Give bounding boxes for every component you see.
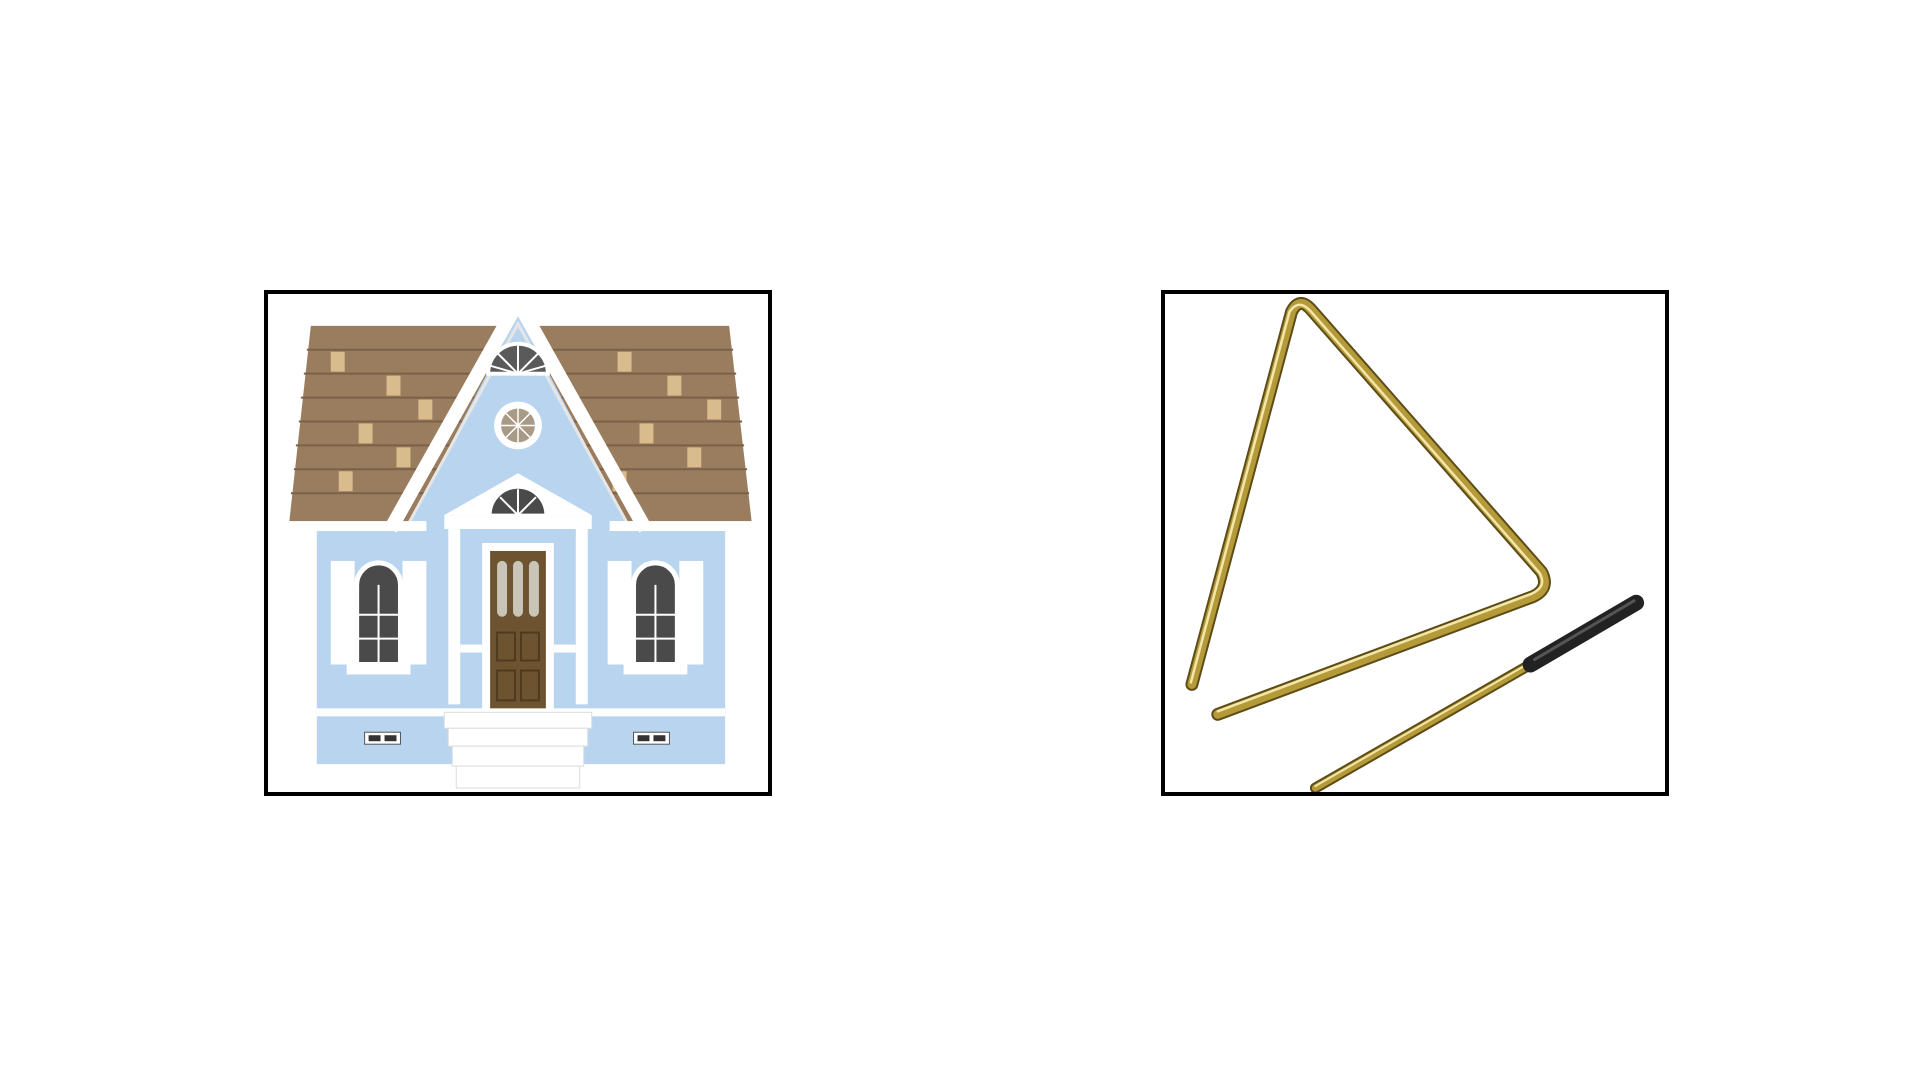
- porch-step-2: [447, 727, 589, 747]
- left-window-mullions: [356, 584, 401, 665]
- left-vent-slot-2: [384, 735, 397, 742]
- porch-step-3: [451, 745, 585, 767]
- porch-step-1: [443, 711, 593, 729]
- door-panel-3: [496, 669, 517, 702]
- door-glass-1: [497, 560, 508, 617]
- door-panel-4: [519, 669, 540, 702]
- left-vent-slot-1: [368, 735, 381, 742]
- left-eave: [286, 521, 427, 532]
- left-shutter-2: [402, 560, 427, 665]
- right-vent-slot-2: [653, 735, 666, 742]
- right-shutter-1: [607, 560, 632, 665]
- triangle-instrument-icon: [1185, 297, 1645, 792]
- right-vent: [633, 731, 670, 745]
- door-glass-2: [513, 560, 523, 617]
- door-panel-1: [496, 631, 517, 662]
- right-vent-slot-1: [637, 735, 650, 742]
- gable-fan-spokes: [489, 345, 547, 375]
- porch-step-4: [455, 765, 581, 789]
- round-window-web: [501, 408, 535, 443]
- right-window-mullions: [633, 584, 678, 665]
- porch-beam: [444, 515, 592, 530]
- porch-rail-right: [553, 644, 576, 653]
- porch-column-right: [575, 529, 588, 705]
- roof-light-shingles: [330, 351, 722, 492]
- gable-trim-shadow: [403, 320, 633, 532]
- beater-grip: [1522, 594, 1645, 673]
- left-shutter-1: [330, 560, 355, 665]
- beater-rod-highlight: [1314, 654, 1544, 788]
- beater-rod: [1311, 654, 1546, 792]
- door-panel-2: [519, 631, 540, 662]
- right-window-sill: [623, 664, 688, 675]
- beater-grip-highlight: [1533, 599, 1636, 662]
- gable-trim: [384, 294, 652, 533]
- porch-column-left: [448, 529, 461, 705]
- left-vent: [364, 731, 401, 745]
- triangle-rod-highlight: [1189, 303, 1544, 713]
- left-window-sill: [346, 664, 411, 675]
- dollhouse-picture-frame: [264, 290, 772, 796]
- triangle-picture-frame: [1161, 290, 1669, 796]
- porch-fan-spokes: [499, 489, 537, 516]
- dollhouse-icon: [286, 294, 755, 789]
- right-eave: [609, 521, 755, 532]
- porch-rail-left: [460, 644, 483, 653]
- door-glass-3: [528, 560, 539, 617]
- right-shutter-2: [679, 560, 704, 665]
